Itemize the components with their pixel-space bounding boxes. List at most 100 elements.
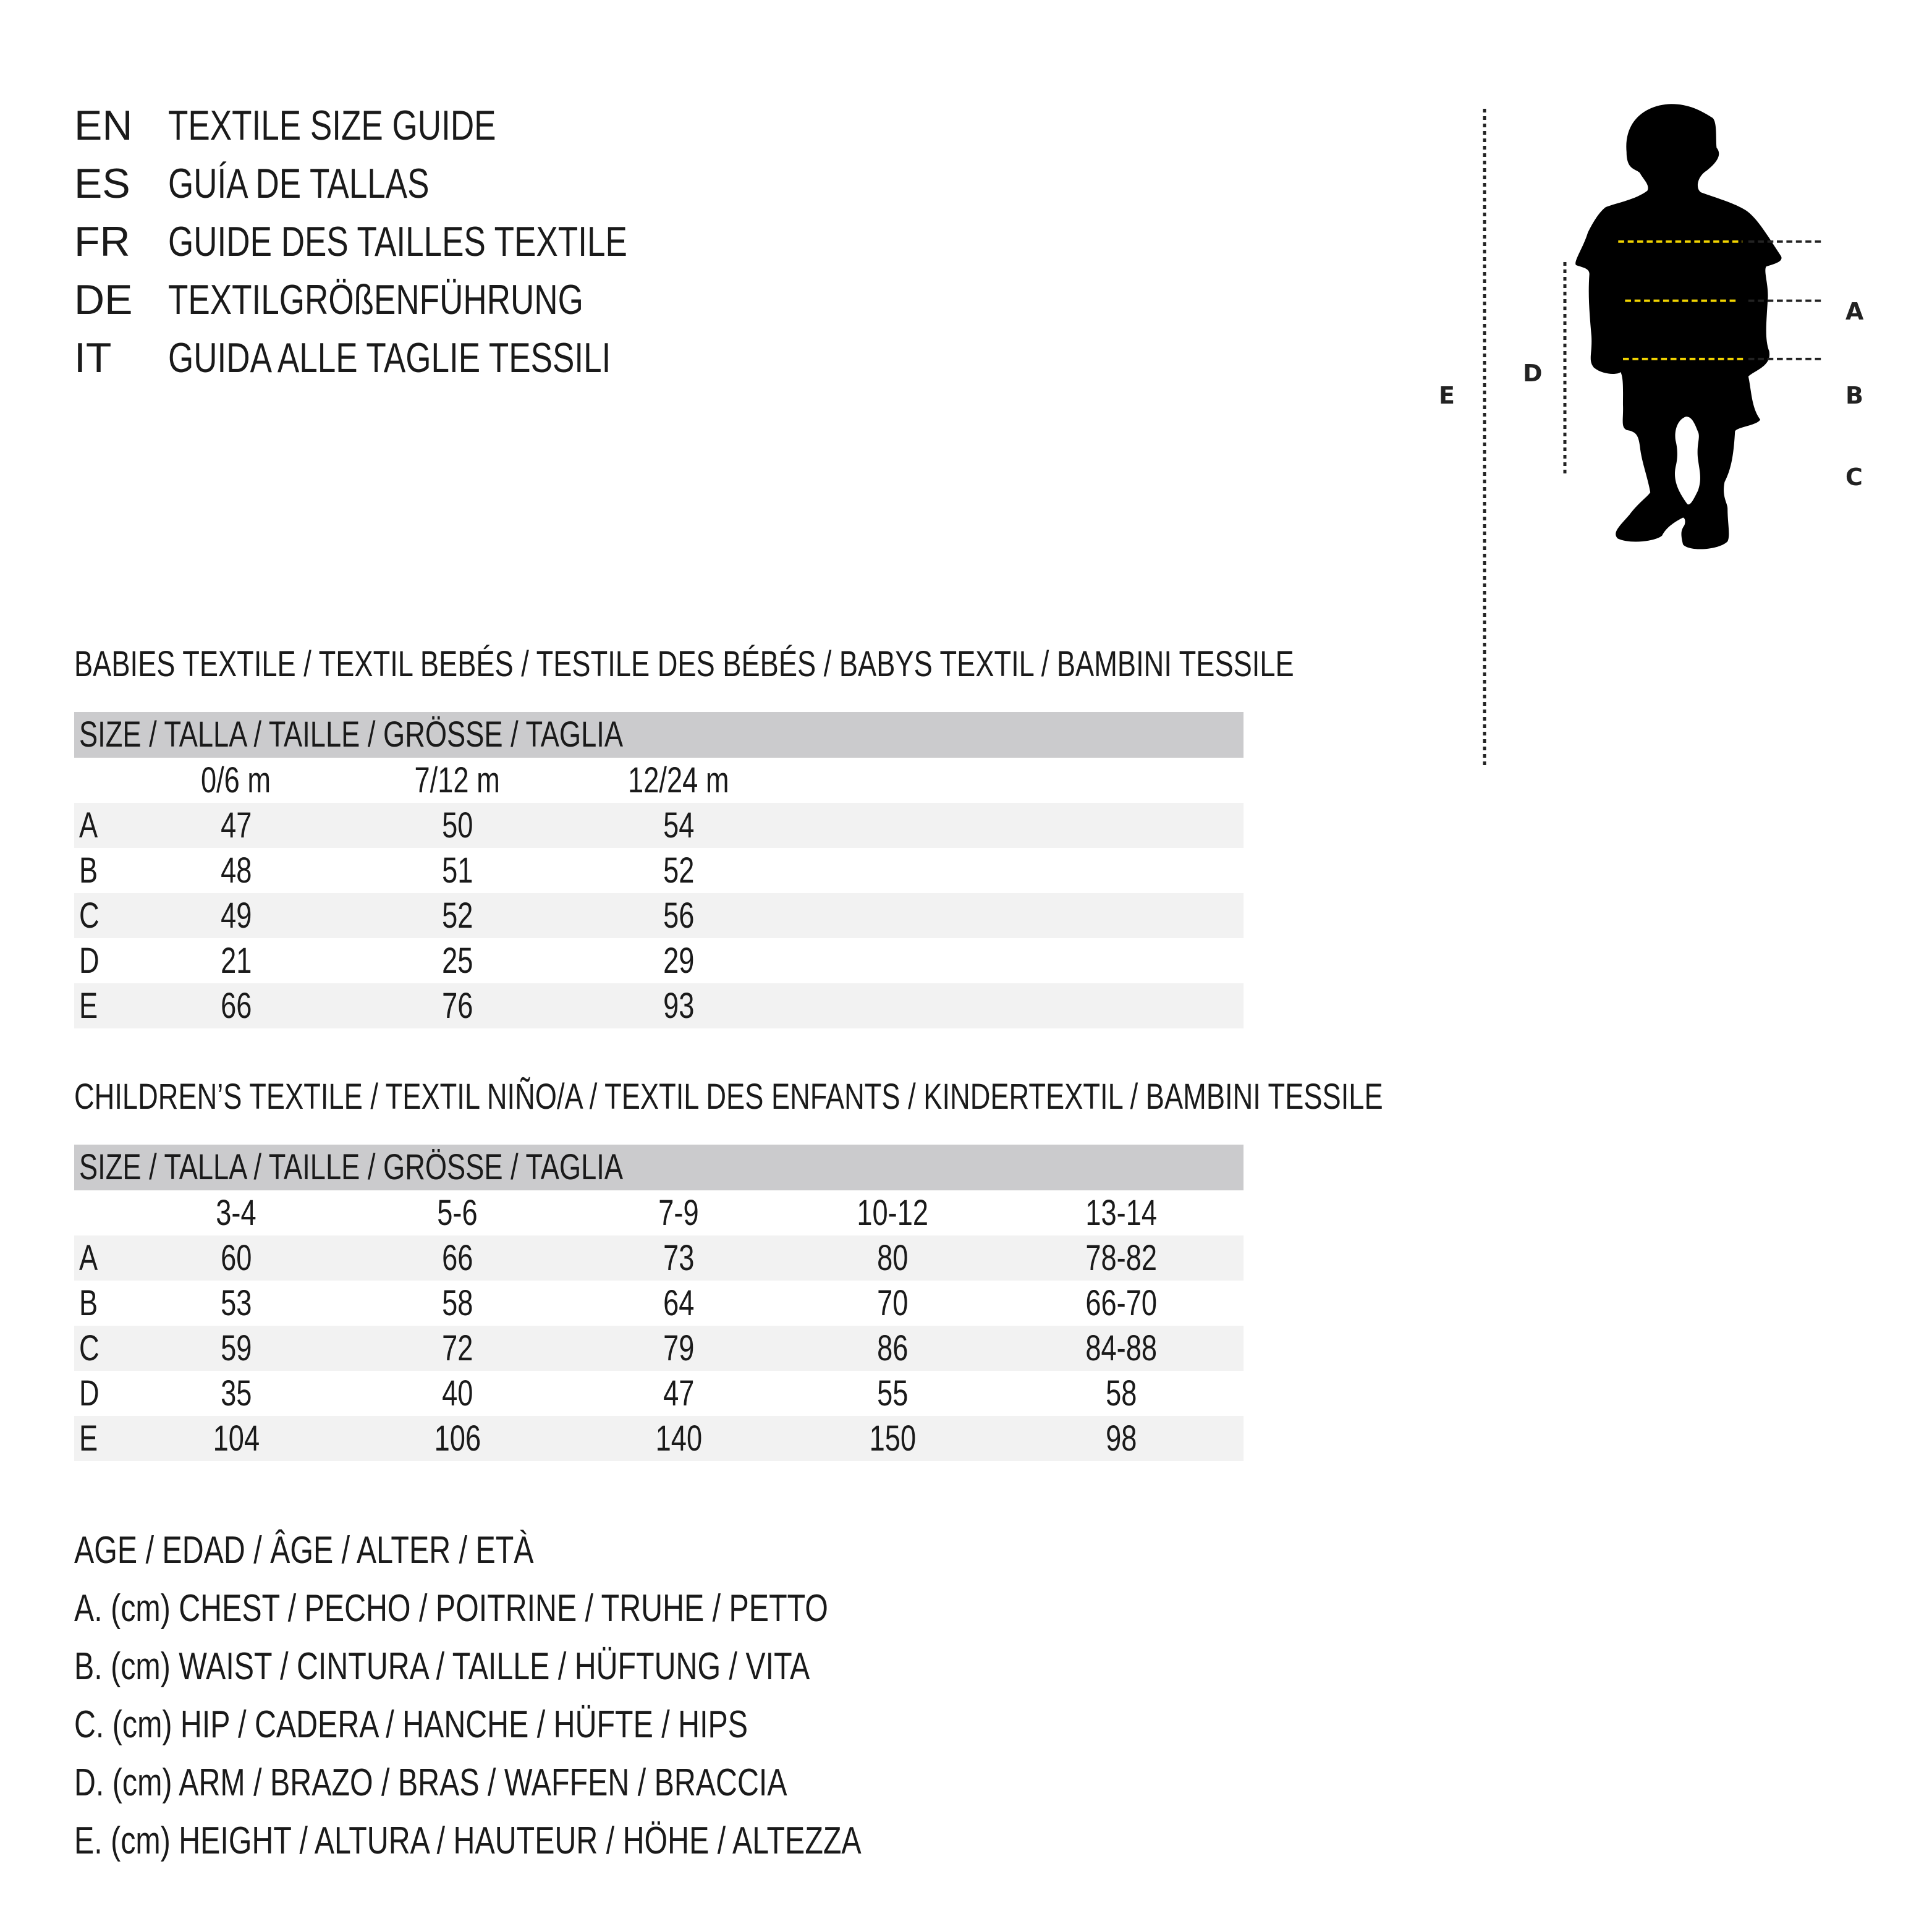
legend-arm: D. (cm) ARM / BRAZO / BRAS / WAFFEN / BR…	[74, 1754, 988, 1812]
table-cell: 52	[586, 848, 771, 893]
lang-code: DE	[74, 276, 133, 323]
table-cell: 59	[143, 1326, 329, 1371]
column-header: 0/6 m	[143, 758, 329, 803]
title-text: GUÍA DE TALLAS	[168, 160, 430, 207]
lang-code: FR	[74, 218, 130, 265]
child-silhouette-icon	[1575, 104, 1782, 549]
size-header: SIZE / TALLA / TAILLE / GRÖSSE / TAGLIA	[74, 1145, 1244, 1190]
column-header-text: 10-12	[857, 1193, 928, 1233]
table-cell: 52	[365, 893, 550, 938]
table-cell: 140	[586, 1416, 771, 1461]
table-cell: 60	[143, 1235, 329, 1281]
table-cell: 76	[365, 983, 550, 1028]
legend-hip: C. (cm) HIP / CADERA / HANCHE / HÜFTE / …	[74, 1696, 938, 1754]
cell-value: 50	[441, 805, 473, 845]
table-cell: 150	[800, 1416, 985, 1461]
table-row: D 35 40 47 55 58	[74, 1371, 1244, 1416]
cell-value: 29	[663, 941, 695, 981]
legend-text: E. (cm) HEIGHT / ALTURA / HAUTEUR / HÖHE…	[74, 1820, 862, 1862]
table-cell: 66	[365, 1235, 550, 1281]
cell-value: 150	[869, 1418, 916, 1459]
column-header: 12/24 m	[586, 758, 771, 803]
column-header: 10-12	[800, 1190, 985, 1235]
cell-value: 64	[663, 1283, 695, 1323]
cell-value: 49	[220, 896, 252, 936]
column-header-row: 3-4 5-6 7-9 10-12 13-14	[74, 1190, 1244, 1235]
cell-value: 70	[876, 1283, 909, 1323]
title-text: TEXTILGRÖßENFÜHRUNG	[168, 276, 583, 323]
column-header: 7-9	[586, 1190, 771, 1235]
table-cell: 58	[1028, 1371, 1214, 1416]
cell-value: 58	[1105, 1373, 1137, 1413]
column-header-text: 12/24 m	[628, 760, 729, 800]
cell-value: 52	[441, 896, 473, 936]
cell-value: 35	[220, 1373, 252, 1413]
cell-value: 48	[220, 850, 252, 891]
lang-code: IT	[74, 334, 112, 381]
cell-value: 51	[441, 850, 473, 891]
row-label: C	[79, 1328, 100, 1368]
legend-text: B. (cm) WAIST / CINTURA / TAILLE / HÜFTU…	[74, 1645, 810, 1688]
size-header-text: SIZE / TALLA / TAILLE / GRÖSSE / TAGLIA	[79, 714, 624, 755]
table-row: A 47 50 54	[74, 803, 1244, 848]
cell-value: 84-88	[1085, 1328, 1157, 1368]
legend-text: A. (cm) CHEST / PECHO / POITRINE / TRUHE…	[74, 1587, 828, 1630]
title-text: TEXTILE SIZE GUIDE	[168, 102, 496, 149]
label-e: E	[1439, 382, 1455, 409]
cell-value: 21	[220, 941, 252, 981]
row-label: A	[79, 1238, 98, 1278]
column-header: 5-6	[365, 1190, 550, 1235]
table-cell: 55	[800, 1371, 985, 1416]
cell-value: 59	[220, 1328, 252, 1368]
cell-value: 79	[663, 1328, 695, 1368]
legend-waist: B. (cm) WAIST / CINTURA / TAILLE / HÜFTU…	[74, 1638, 1017, 1696]
table-cell: 70	[800, 1281, 985, 1326]
babies-size-table: SIZE / TALLA / TAILLE / GRÖSSE / TAGLIA …	[74, 712, 1244, 1028]
table-cell: 64	[586, 1281, 771, 1326]
row-label: A	[79, 805, 98, 845]
label-b: B	[1845, 382, 1863, 409]
table-cell: 50	[365, 803, 550, 848]
table-cell: 51	[365, 848, 550, 893]
column-header-text: 5-6	[437, 1193, 478, 1233]
babies-heading: BABIES TEXTILE / TEXTIL BEBÉS / TESTILE …	[74, 643, 1638, 686]
legend-chest: A. (cm) CHEST / PECHO / POITRINE / TRUHE…	[74, 1580, 1041, 1638]
label-c: C	[1845, 464, 1863, 491]
children-size-table: SIZE / TALLA / TAILLE / GRÖSSE / TAGLIA …	[74, 1145, 1244, 1461]
table-row: B 53 58 64 70 66-70	[74, 1281, 1244, 1326]
title-text: GUIDA ALLE TAGLIE TESSILI	[168, 334, 611, 381]
column-header-text: 0/6 m	[201, 760, 271, 800]
cell-value: 54	[663, 805, 695, 845]
column-header: 3-4	[143, 1190, 329, 1235]
column-header: 7/12 m	[365, 758, 550, 803]
table-cell: 80	[800, 1235, 985, 1281]
column-header-text: 13-14	[1085, 1193, 1157, 1233]
cell-value: 58	[441, 1283, 473, 1323]
table-cell: 35	[143, 1371, 329, 1416]
cell-value: 98	[1105, 1418, 1137, 1459]
column-header-row: 0/6 m 7/12 m 12/24 m	[74, 758, 1244, 803]
cell-value: 66	[441, 1238, 473, 1278]
cell-value: 86	[876, 1328, 909, 1368]
table-cell: 93	[586, 983, 771, 1028]
column-header-text: 3-4	[216, 1193, 256, 1233]
cell-value: 140	[655, 1418, 702, 1459]
size-header: SIZE / TALLA / TAILLE / GRÖSSE / TAGLIA	[74, 712, 1244, 758]
cell-value: 40	[441, 1373, 473, 1413]
table-cell: 47	[143, 803, 329, 848]
cell-value: 56	[663, 896, 695, 936]
legend-height: E. (cm) HEIGHT / ALTURA / HAUTEUR / HÖHE…	[74, 1812, 1083, 1870]
table-row: D 21 25 29	[74, 938, 1244, 983]
babies-heading-text: BABIES TEXTILE / TEXTIL BEBÉS / TESTILE …	[74, 644, 1294, 684]
cell-value: 53	[220, 1283, 252, 1323]
table-cell: 104	[143, 1416, 329, 1461]
label-d: D	[1523, 360, 1543, 387]
cell-value: 66	[220, 986, 252, 1026]
row-label: D	[79, 1373, 100, 1413]
cell-value: 78-82	[1085, 1238, 1157, 1278]
label-a: A	[1845, 298, 1864, 325]
children-heading: CHILDREN’S TEXTILE / TEXTIL NIÑO/A / TEX…	[74, 1075, 1752, 1119]
legend-text: C. (cm) HIP / CADERA / HANCHE / HÜFTE / …	[74, 1703, 748, 1746]
title-text: GUIDE DES TAILLES TEXTILE	[168, 218, 627, 265]
